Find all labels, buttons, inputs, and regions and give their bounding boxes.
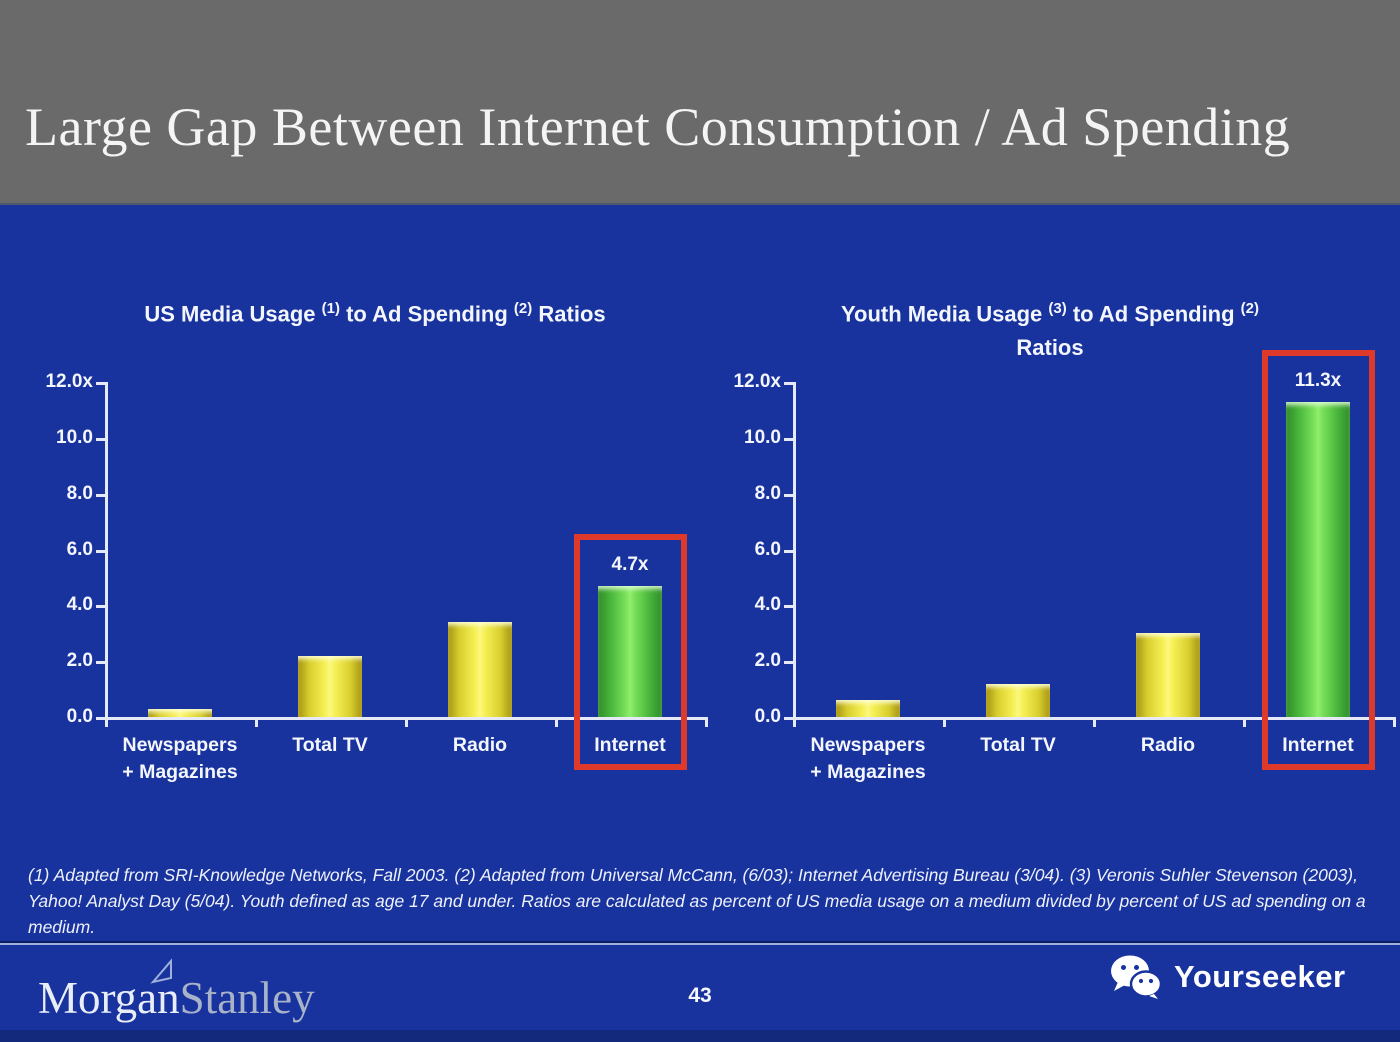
y-tick (784, 549, 793, 553)
y-tick (784, 382, 793, 385)
category-label-radio: Radio (1090, 732, 1246, 759)
bar-internet (598, 585, 662, 717)
category-label-newspapers-magazines: Newspapers + Magazines (790, 732, 946, 786)
title-text: Youth Media Usage (840, 301, 1049, 327)
slide-header: Large Gap Between Internet Consumption /… (0, 0, 1400, 205)
x-tick (1093, 717, 1096, 727)
footer-divider-light (0, 943, 1400, 945)
bar-radio (1136, 633, 1200, 717)
y-tick-label: 8.0 (754, 482, 781, 504)
footnote-marker: (3) (1048, 300, 1067, 317)
y-tick-label: 4.0 (66, 594, 93, 616)
footnote: (1) Adapted from SRI-Knowledge Networks,… (28, 865, 1366, 937)
x-tick (105, 717, 108, 727)
y-tick (96, 605, 105, 609)
highlight-box (574, 533, 687, 770)
x-tick (255, 717, 258, 727)
footnote-marker: (1) (321, 300, 340, 317)
y-tick-label: 10.0 (56, 426, 93, 448)
category-label-line: Total TV (292, 734, 368, 756)
footnote-marker: (2) (1240, 300, 1260, 317)
category-label-line: Newspapers (122, 734, 238, 756)
bar-radio (448, 622, 512, 717)
bar-internet (1286, 401, 1350, 717)
watermark-label: Yourseeker (1174, 959, 1346, 994)
chart-title-youth: Youth Media Usage (3) to Ad Spending (2)… (718, 292, 1382, 365)
y-tick (96, 382, 105, 385)
chart-title-us: US Media Usage (1) to Ad Spending (2) Ra… (30, 292, 720, 331)
y-tick-label: 10.0 (744, 426, 781, 448)
bar-newspapers-magazines (148, 708, 212, 717)
y-tick (96, 493, 105, 497)
x-tick (943, 717, 946, 727)
category-label-line: Internet (1282, 734, 1354, 756)
bottom-strip (0, 1030, 1400, 1042)
y-tick-label: 12.0x (733, 371, 781, 392)
brand-word-stanley: Stanley (179, 973, 315, 1023)
y-tick (784, 493, 793, 497)
yourseeker-watermark: Yourseeker (1108, 954, 1346, 1000)
x-tick (405, 717, 408, 727)
bar-total-tv (986, 683, 1050, 717)
y-tick (784, 661, 793, 665)
title-text: Ratios (1016, 335, 1084, 361)
title-text: to Ad Spending (1066, 301, 1241, 327)
y-tick (96, 717, 105, 720)
y-tick (96, 661, 105, 665)
category-label-line: Internet (594, 734, 666, 756)
footer-divider-dark (0, 941, 1400, 943)
category-label-total-tv: Total TV (940, 732, 1096, 759)
y-tick-label: 6.0 (754, 538, 781, 560)
page-number: 43 (688, 984, 712, 1007)
category-label-line: + Magazines (810, 761, 926, 783)
title-text: Ratios (532, 301, 606, 327)
y-tick-label: 0.0 (754, 706, 781, 727)
category-label-internet: Internet (1240, 732, 1396, 759)
title-text: US Media Usage (144, 301, 322, 327)
category-label-total-tv: Total TV (252, 732, 408, 759)
category-label-internet: Internet (552, 732, 708, 759)
us-ratio-chart: 12.0x 10.0 8.0 6.0 4.0 2.0 0.0 Newspapers + Maga… (30, 371, 720, 805)
x-tick (1393, 717, 1396, 727)
category-label-line: Radio (1140, 734, 1196, 756)
y-tick-label: 6.0 (66, 538, 93, 560)
x-tick (793, 717, 796, 727)
bar-newspapers-magazines (836, 700, 900, 717)
y-tick-label: 12.0x (45, 371, 93, 392)
morgan-stanley-flag-icon (150, 958, 172, 984)
y-tick (96, 437, 105, 441)
x-tick (705, 717, 708, 727)
x-tick (1243, 717, 1246, 727)
category-label-line: Newspapers (810, 734, 926, 756)
slide-title: Large Gap Between Internet Consumption /… (25, 97, 1291, 157)
wechat-icon (1111, 955, 1163, 999)
title-text: to Ad Spending (339, 301, 514, 327)
category-label-newspapers-magazines: Newspapers + Magazines (102, 732, 258, 786)
y-tick (784, 717, 793, 720)
category-label-radio: Radio (402, 732, 558, 759)
category-label-line: Radio (452, 734, 508, 756)
category-label-line: + Magazines (122, 761, 238, 783)
category-label-line: Total TV (980, 734, 1056, 756)
highlight-value-label: 4.7x (611, 553, 649, 575)
footnote-marker: (2) (513, 300, 533, 317)
y-tick-label: 8.0 (66, 482, 93, 504)
highlight-box (1262, 349, 1375, 770)
y-axis (793, 382, 796, 720)
morgan-stanley-logo: MorganStanley (38, 958, 315, 1024)
youth-ratio-chart: 12.0x 10.0 8.0 6.0 4.0 2.0 0.0 Newspapers + Maga… (718, 349, 1400, 805)
x-tick (555, 717, 558, 727)
y-tick (784, 437, 793, 441)
highlight-value-label: 11.3x (1294, 369, 1342, 391)
y-tick (96, 549, 105, 553)
y-tick-label: 4.0 (754, 594, 781, 616)
y-tick-label: 2.0 (66, 650, 93, 672)
bar-total-tv (298, 655, 362, 717)
y-axis (105, 382, 108, 720)
y-tick (784, 605, 793, 609)
y-tick-label: 2.0 (754, 650, 781, 672)
y-tick-label: 0.0 (66, 706, 93, 727)
